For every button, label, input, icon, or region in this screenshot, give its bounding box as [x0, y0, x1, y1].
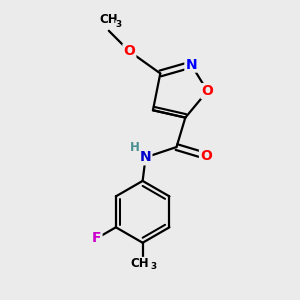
Text: N: N: [185, 58, 197, 72]
Text: F: F: [92, 231, 101, 245]
Text: 3: 3: [115, 20, 122, 29]
Text: CH: CH: [130, 257, 149, 270]
Text: H: H: [130, 141, 139, 154]
Text: CH: CH: [100, 13, 118, 26]
Text: O: O: [200, 149, 212, 163]
Text: N: N: [140, 150, 152, 164]
Text: O: O: [202, 84, 213, 98]
Text: 3: 3: [151, 262, 157, 272]
Text: O: O: [124, 44, 135, 58]
